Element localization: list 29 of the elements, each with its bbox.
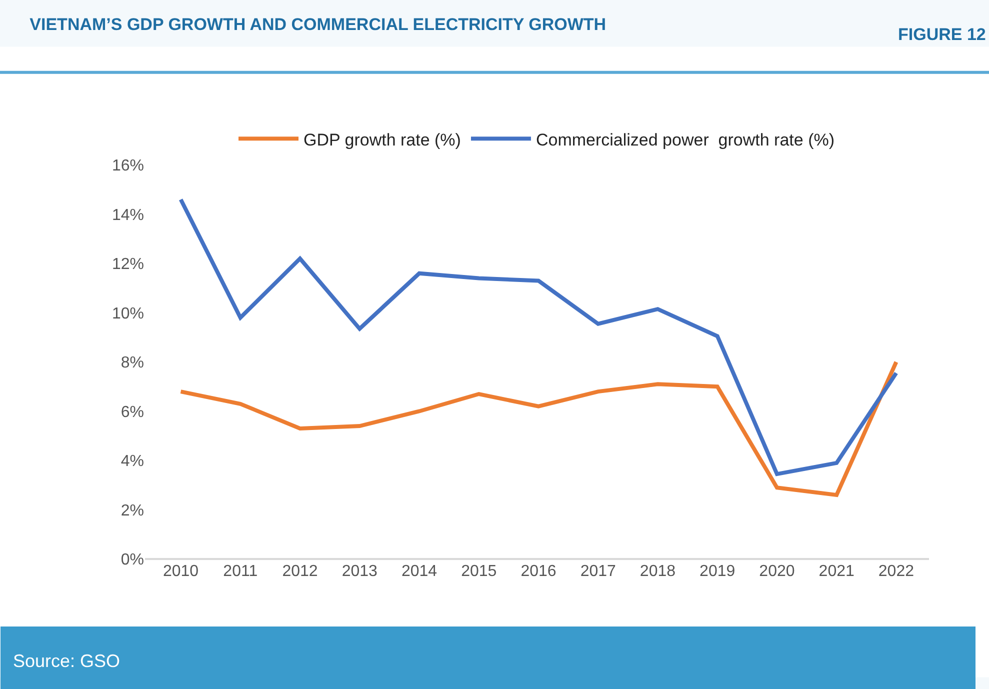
y-tick-label: 0% [120,552,144,569]
x-tick-label: 2014 [401,563,438,580]
x-tick-label: 2022 [878,563,914,580]
x-tick-label: 2016 [520,563,556,580]
line-series [178,197,898,476]
x-tick-label: 2021 [818,563,854,580]
x-tick-label: 2018 [640,563,676,580]
y-tick-label: 16% [112,158,144,175]
y-tick-label: 12% [112,256,144,274]
y-tick-label: 10% [112,305,144,322]
x-tick-label: 2019 [700,563,736,580]
legend-label: GDP growth rate (%) [304,130,461,150]
x-tick-label: 2015 [461,563,497,580]
x-tick-label: 2017 [580,563,616,580]
line-series [178,360,898,497]
y-tick-label: 6% [120,404,144,421]
legend-label: Commercialized power growth rate (%) [536,130,835,150]
x-tick-label: 2012 [282,563,318,580]
y-tick-label: 2% [120,502,144,520]
x-tick-label: 2011 [223,563,258,580]
x-tick-label: 2010 [162,563,199,580]
y-tick-label: 4% [120,453,144,470]
x-tick-label: 2013 [342,563,378,580]
source-note: Source: GSO [13,651,120,671]
x-tick-label: 2020 [759,563,795,580]
y-tick-label: 14% [112,206,144,224]
chart-title: VIETNAM’S GDP GROWTH AND COMMERCIAL ELECTRICITY GROWTH [30,15,606,34]
y-tick-label: 8% [120,354,144,372]
caption: FIGURE 12 [898,25,986,44]
